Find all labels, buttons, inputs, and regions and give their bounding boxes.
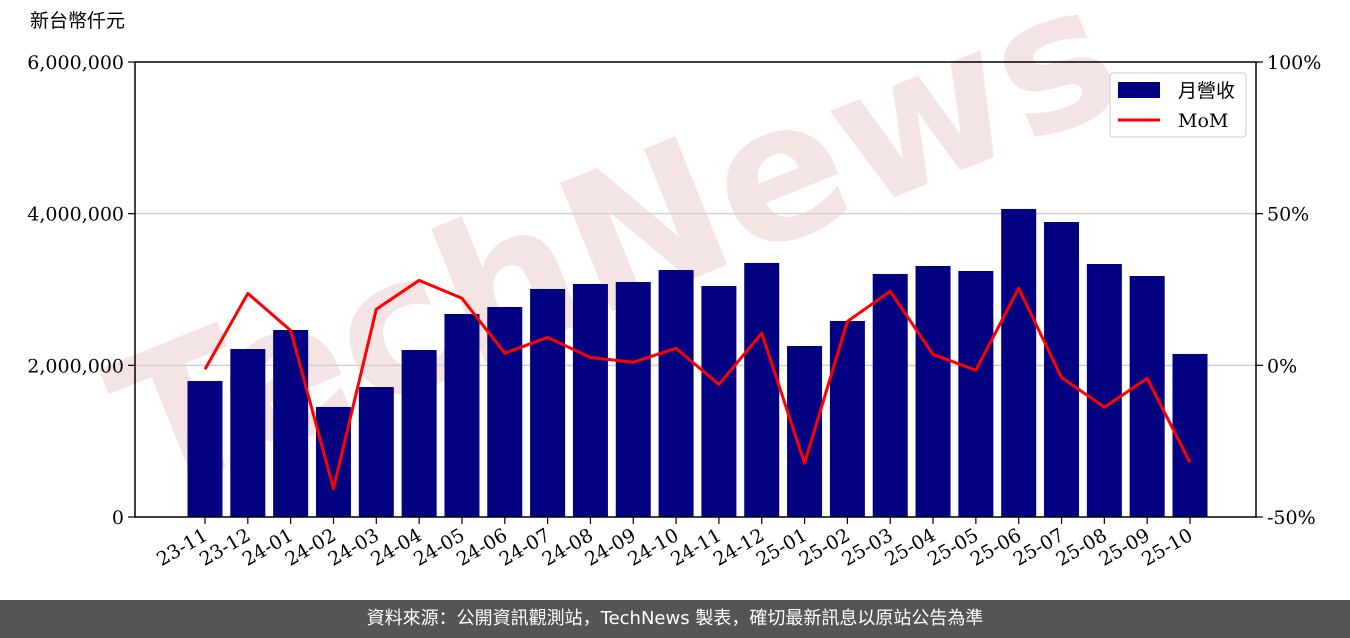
- bar: [1086, 264, 1122, 517]
- y2-tick-label: -50%: [1267, 507, 1316, 529]
- bar: [1172, 353, 1208, 517]
- bar: [358, 387, 394, 517]
- y-tick-label: 2,000,000: [27, 355, 124, 377]
- bar: [273, 329, 309, 517]
- y2-tick-label: 100%: [1267, 52, 1321, 74]
- bar: [572, 283, 608, 517]
- plot-frame: [134, 61, 1257, 518]
- bar: [915, 265, 951, 517]
- y2-tick-label: 50%: [1267, 204, 1309, 226]
- bar: [1001, 208, 1037, 517]
- legend-swatch: [1118, 82, 1160, 98]
- y-tick-label: 6,000,000: [27, 52, 124, 74]
- bar: [958, 270, 994, 517]
- footer: 資料來源：公開資訊觀測站，TechNews 製表，確切最新訊息以原站公告為準: [0, 600, 1350, 638]
- line: [203, 278, 1192, 490]
- bar: [615, 281, 651, 517]
- bar: [230, 349, 266, 517]
- x-tick-label: 25-10: [1138, 524, 1196, 570]
- bar: [1129, 276, 1165, 517]
- bar: [1044, 222, 1080, 517]
- y2-tick-label: 0%: [1267, 355, 1297, 377]
- y-tick-label: 0: [112, 507, 124, 529]
- bar: [701, 286, 737, 517]
- bar: [444, 313, 480, 517]
- bar: [872, 273, 908, 517]
- bar: [530, 288, 566, 517]
- bar: [744, 262, 780, 517]
- bar: [787, 345, 823, 517]
- bar: [315, 406, 351, 517]
- y-axis-label: 新台幣仟元: [30, 10, 125, 32]
- bar: [658, 270, 694, 517]
- bar: [829, 320, 865, 517]
- legend-label: MoM: [1178, 110, 1228, 132]
- bar: [401, 350, 437, 517]
- bar: [487, 307, 523, 517]
- bar: [187, 381, 223, 517]
- legend-label: 月營收: [1178, 80, 1235, 102]
- chart: 新台幣仟元 TechNews02,000,0004,000,0006,000,0…: [27, 0, 1321, 571]
- y-tick-label: 4,000,000: [27, 204, 124, 226]
